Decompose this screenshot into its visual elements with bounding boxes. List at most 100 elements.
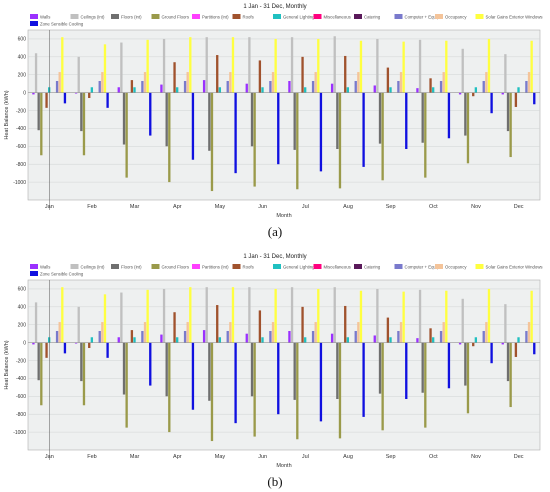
bars	[32, 287, 536, 442]
legend-label: Ceilings (int)	[81, 265, 105, 270]
bar-zone-sensible-cooling-nov	[490, 342, 493, 364]
heat-balance-chart-b: 1 Jan - 31 Dec, Monthly Walls Ceilings (in…	[4, 254, 543, 469]
y-tick-label: -800	[16, 162, 26, 168]
legend-label: Ground Floors	[162, 265, 189, 270]
legend-item-ceilings-int: Ceilings (int)	[70, 264, 105, 270]
bar-roofs-feb	[88, 92, 91, 98]
bar-computer-equip-mar	[141, 331, 144, 343]
bar-ground-floors-feb	[82, 92, 86, 156]
bar-floors-int-feb	[80, 92, 83, 132]
bar-general-lighting-oct	[432, 87, 435, 93]
bar-occupancy-mar	[143, 72, 147, 93]
bar-walls-jul	[288, 81, 291, 93]
bar-zone-sensible-cooling-feb	[106, 342, 109, 358]
legend-item-computer-equip: Computer + Equip	[394, 14, 440, 20]
bar-occupancy-mar	[143, 322, 147, 343]
bar-walls-sep	[373, 335, 376, 343]
y-tick-label: -600	[16, 144, 26, 150]
bar-walls-jan	[32, 92, 35, 95]
legend-item-ceilings-int: Ceilings (int)	[70, 14, 105, 20]
bar-solar-gains-exterior-windows-mar	[146, 289, 149, 343]
bar-walls-apr	[160, 84, 163, 93]
bar-walls-may	[202, 80, 206, 93]
bar-solar-gains-exterior-windows-dec	[530, 40, 533, 93]
legend-label: Solar Gains Exterior Windows	[486, 15, 543, 20]
bar-walls-apr	[160, 334, 163, 343]
bar-general-lighting-jun	[261, 87, 264, 93]
legend-label: Floors (int)	[121, 265, 142, 270]
bar-computer-equip-feb	[98, 81, 101, 93]
bar-computer-equip-sep	[397, 81, 400, 93]
legend-label: Zone Sensible Cooling	[40, 22, 84, 27]
y-tick-label: 600	[18, 287, 27, 293]
heat-balance-chart-a: 1 Jan - 31 Dec, Monthly Walls Ceilings (in…	[4, 4, 543, 219]
legend-label: Roofs	[243, 15, 254, 20]
bar-general-lighting-nov	[474, 87, 478, 93]
legend-label: Ground Floors	[162, 15, 189, 20]
bar-solar-gains-exterior-windows-sep	[402, 291, 405, 343]
bar-ceilings-int-feb	[77, 56, 80, 93]
bar-roofs-feb	[88, 342, 91, 348]
bar-walls-jun	[245, 83, 248, 93]
bar-solar-gains-exterior-windows-oct	[445, 40, 448, 93]
bar-ground-floors-nov	[466, 342, 470, 414]
legend-item-computer-equip: Computer + Equip	[394, 264, 440, 270]
bar-floors-int-jun	[250, 92, 254, 147]
legend-swatch	[475, 14, 484, 19]
bar-ceilings-int-jan	[34, 302, 38, 343]
bar-occupancy-apr	[186, 322, 189, 343]
bar-roofs-sep	[386, 317, 390, 343]
bar-walls-mar	[117, 87, 120, 93]
bar-solar-gains-exterior-windows-may	[231, 37, 235, 93]
bar-occupancy-nov	[485, 322, 488, 343]
bar-occupancy-jul	[314, 322, 317, 343]
y-tick-label: -800	[16, 412, 26, 418]
bar-ground-floors-dec	[509, 342, 512, 408]
bar-occupancy-aug	[357, 72, 360, 93]
legend-swatch	[232, 14, 241, 19]
bar-zone-sensible-cooling-feb	[106, 92, 109, 108]
bar-occupancy-jan	[58, 322, 61, 343]
legend-item-catering: Catering	[354, 264, 381, 270]
bar-roofs-apr	[173, 312, 176, 343]
legend-item-partitions-int: Partitions (int)	[192, 14, 229, 20]
bar-ground-floors-apr	[168, 342, 171, 433]
x-tick-label: Jul	[302, 204, 309, 210]
legend-item-occupancy: Occupancy	[435, 264, 467, 270]
legend-label: Partitions (int)	[202, 265, 229, 270]
bar-zone-sensible-cooling-aug	[362, 342, 365, 417]
bar-roofs-mar	[130, 330, 134, 343]
bar-walls-mar	[117, 337, 120, 343]
chart-title: 1 Jan - 31 Dec, Monthly	[243, 4, 306, 10]
legend-label: General Lighting	[283, 265, 315, 270]
legend-item-roofs: Roofs	[232, 14, 254, 20]
bar-ground-floors-mar	[125, 92, 128, 178]
y-tick-label: -200	[16, 108, 26, 114]
bar-ceilings-int-dec	[504, 304, 507, 343]
x-tick-label: Feb	[87, 204, 96, 210]
legend-swatch	[435, 264, 443, 269]
legend-swatch	[30, 271, 38, 276]
bar-floors-int-aug	[336, 92, 339, 149]
x-tick-label: Aug	[343, 454, 353, 460]
bar-computer-equip-apr	[183, 331, 187, 343]
bar-zone-sensible-cooling-sep	[405, 92, 408, 149]
bar-ground-floors-mar	[125, 342, 128, 428]
bar-floors-int-jun	[250, 342, 254, 397]
bar-occupancy-oct	[442, 322, 445, 343]
y-tick-label: 400	[18, 55, 27, 61]
bar-occupancy-sep	[399, 72, 403, 93]
bar-zone-sensible-cooling-jan	[63, 342, 67, 354]
bar-zone-sensible-cooling-apr	[191, 92, 195, 160]
bar-roofs-jun	[258, 60, 262, 93]
bar-occupancy-jun	[271, 322, 275, 343]
y-tick-label: -200	[16, 358, 26, 364]
bar-ceilings-int-apr	[162, 38, 166, 93]
bar-floors-int-oct	[421, 92, 424, 143]
bar-computer-equip-aug	[354, 331, 357, 343]
bar-solar-gains-exterior-windows-sep	[402, 41, 405, 93]
bar-zone-sensible-cooling-sep	[405, 342, 408, 399]
bar-ceilings-int-jul	[290, 37, 294, 93]
legend-swatch	[394, 264, 403, 269]
bar-ground-floors-oct	[424, 342, 427, 428]
